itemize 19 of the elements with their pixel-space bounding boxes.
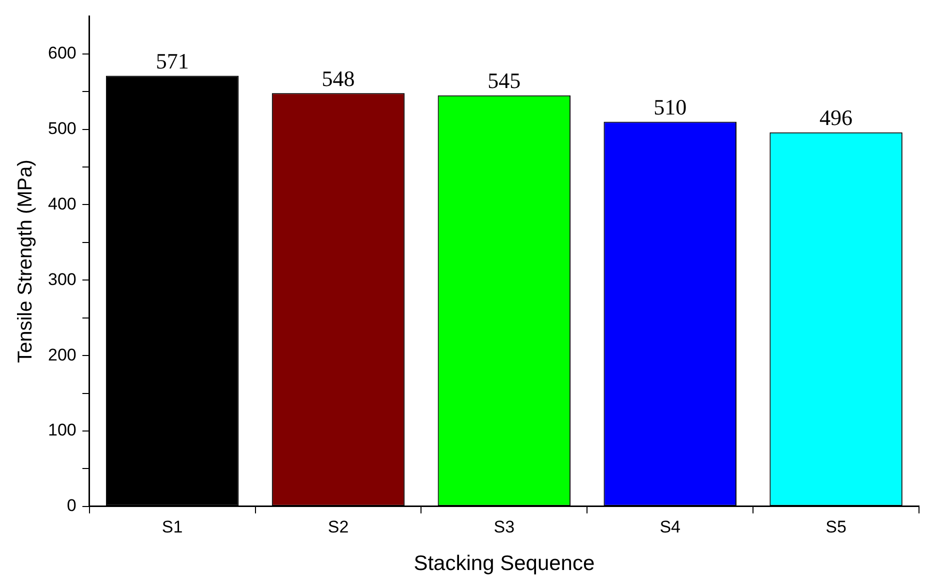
y-tick-label: 600 <box>48 44 76 63</box>
data-label: 548 <box>322 66 355 91</box>
data-label: 571 <box>156 48 189 74</box>
data-label: 496 <box>820 105 853 130</box>
x-axis-title: Stacking Sequence <box>414 552 595 576</box>
x-tick-label: S5 <box>826 517 846 536</box>
y-tick-label: 0 <box>66 496 76 516</box>
y-tick-label: 100 <box>48 420 76 440</box>
x-tick-label: S3 <box>494 517 515 536</box>
y-tick-label: 300 <box>48 270 76 289</box>
y-tick-label: 400 <box>48 194 76 214</box>
y-axis-title: Tensile Strength (MPa) <box>14 160 37 364</box>
y-tick-label: 500 <box>48 119 76 138</box>
data-label: 545 <box>488 68 521 94</box>
x-tick-label: S4 <box>660 517 681 536</box>
y-tick-label: 200 <box>48 345 76 364</box>
x-tick-label: S1 <box>162 517 183 536</box>
x-tick-label: S2 <box>328 517 349 536</box>
data-label: 510 <box>654 94 687 120</box>
